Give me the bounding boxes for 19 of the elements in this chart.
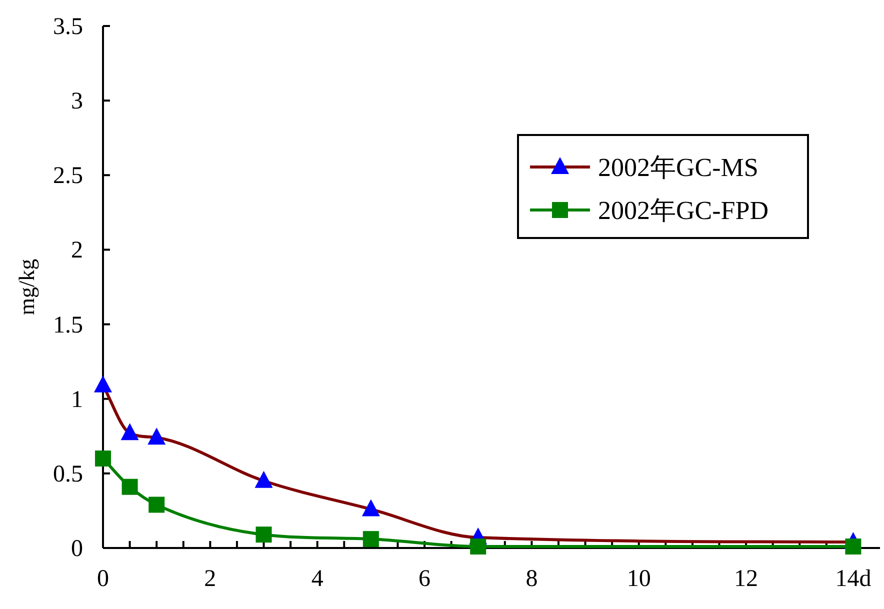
x-tick-label: 2: [204, 566, 216, 592]
x-tick-label: 10: [626, 566, 651, 592]
x-tick-label: 4: [311, 566, 324, 592]
y-axis-title: mg/kg: [14, 258, 39, 316]
x-tick-label: 0: [97, 566, 109, 592]
x-tick-label: 14d: [835, 566, 872, 592]
legend-label: 2002年GC-FPD: [598, 196, 768, 225]
legend-label: 2002年GC-MS: [598, 153, 758, 182]
y-tick-label: 3: [71, 88, 83, 115]
x-tick-label: 8: [526, 566, 538, 592]
y-tick-label: 2: [71, 238, 83, 264]
y-tick-label: 0.5: [53, 461, 83, 488]
x-tick-label: 12: [734, 566, 758, 592]
y-tick-label: 1: [71, 386, 83, 413]
y-tick-label: 2.5: [53, 163, 83, 190]
y-tick-label: 0: [71, 536, 83, 562]
y-tick-label: 1.5: [53, 312, 83, 338]
y-tick-label: 3.5: [53, 14, 83, 40]
x-tick-label: 6: [418, 566, 431, 592]
